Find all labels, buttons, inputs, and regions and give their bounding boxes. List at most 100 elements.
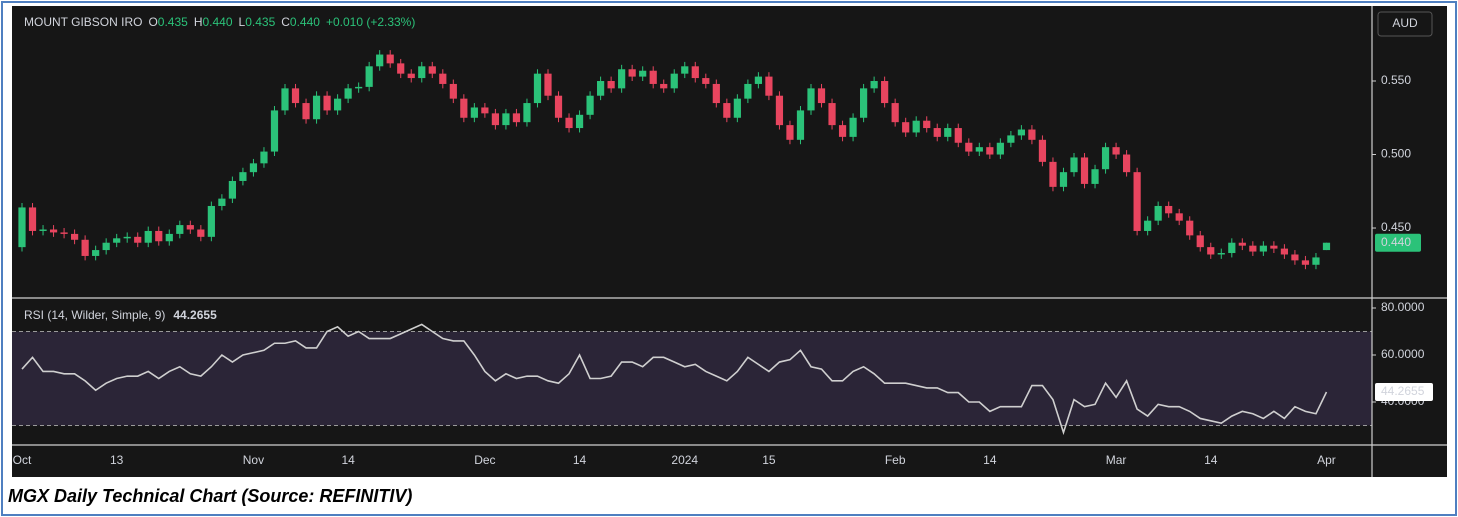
- x-tick-label: 13: [110, 453, 124, 467]
- candle-body: [312, 95, 321, 120]
- candle-body: [828, 103, 836, 126]
- candle-body: [60, 232, 68, 234]
- candle-body: [123, 236, 131, 239]
- candle-body: [102, 242, 110, 251]
- candle-body: [807, 88, 815, 111]
- candle-body: [207, 205, 215, 237]
- x-tick-label: Apr: [1317, 453, 1336, 467]
- candle-body: [249, 163, 258, 173]
- candle-body: [302, 103, 310, 120]
- candle-body: [723, 103, 731, 118]
- candle-body: [544, 73, 552, 96]
- candle-body: [881, 81, 889, 104]
- candle-body: [470, 107, 478, 118]
- candle-body: [502, 113, 510, 126]
- candle-body: [1154, 205, 1162, 221]
- candle-body: [334, 98, 342, 111]
- candle-body: [1165, 205, 1173, 214]
- x-tick-label: 14: [983, 453, 997, 467]
- candle-body: [965, 142, 973, 152]
- candle-body: [1144, 220, 1152, 231]
- field-key: C: [281, 15, 290, 29]
- candle-body: [554, 95, 563, 118]
- y-tick-label: 0.450: [1381, 220, 1411, 234]
- x-tick-label: 2024: [671, 453, 698, 467]
- y-tick-label: 60.0000: [1381, 347, 1425, 361]
- candle-body: [796, 110, 805, 140]
- candle-body: [923, 120, 931, 129]
- candle-body: [1207, 247, 1215, 255]
- candle-body: [28, 207, 37, 231]
- candle-body: [1301, 260, 1310, 265]
- candle-body: [512, 113, 521, 123]
- field-key: L: [239, 15, 246, 29]
- candle-body: [39, 229, 47, 231]
- candle-body: [838, 125, 847, 137]
- x-tick-label: Mar: [1106, 453, 1127, 467]
- candle-body: [155, 230, 163, 242]
- candle-body: [975, 147, 983, 152]
- y-tick-label: 0.550: [1381, 73, 1411, 87]
- candle-body: [365, 66, 373, 87]
- candle-body: [134, 236, 142, 243]
- x-tick-label: Feb: [885, 453, 906, 467]
- candle-body: [870, 81, 878, 89]
- chart: MOUNT GIBSON IRO O0.435 H0.440 L0.435 C0.440…: [12, 6, 1447, 477]
- candle-body: [1133, 172, 1141, 231]
- candle-body: [239, 172, 247, 181]
- candle-body: [1238, 242, 1246, 246]
- candle-body: [218, 198, 226, 206]
- candle-body: [681, 66, 689, 74]
- field-value: 0.435: [245, 15, 275, 29]
- candle-body: [386, 54, 394, 64]
- candle-body: [228, 180, 236, 199]
- candle-body: [891, 103, 899, 123]
- candle-body: [1070, 157, 1078, 173]
- candle-body: [775, 95, 784, 126]
- last-price-tag: [1375, 233, 1421, 252]
- candle-body: [1059, 172, 1068, 187]
- candle-body: [523, 103, 531, 123]
- candle-body: [702, 78, 710, 84]
- candle-body: [649, 70, 657, 84]
- candle-body: [607, 81, 615, 89]
- x-tick-label: Oct: [13, 453, 32, 467]
- candle-body: [281, 88, 289, 111]
- candle-body: [1249, 245, 1257, 252]
- candle-body: [944, 128, 952, 137]
- candle-body: [376, 54, 384, 67]
- candle-body: [113, 238, 121, 243]
- field-key: H: [194, 15, 203, 29]
- candle-body: [291, 88, 300, 104]
- candle-body: [1186, 220, 1194, 236]
- candle-body: [1080, 157, 1089, 184]
- candle-body: [186, 225, 194, 230]
- candle-body: [92, 250, 100, 256]
- candle-body: [597, 81, 605, 96]
- x-tick-label: 14: [1204, 453, 1218, 467]
- caption: MGX Daily Technical Chart (Source: REFIN…: [8, 486, 413, 506]
- candle-body: [1312, 257, 1320, 265]
- candle-body: [565, 117, 573, 129]
- candle-body: [754, 76, 762, 84]
- candle-body: [744, 83, 752, 99]
- y-tick-label: 80.0000: [1381, 300, 1425, 314]
- candle-body: [71, 233, 79, 240]
- candle-body: [323, 95, 331, 111]
- candle-body: [460, 98, 468, 118]
- candle-body: [533, 73, 542, 104]
- candle-body: [996, 142, 1004, 155]
- currency-box[interactable]: [1377, 11, 1433, 37]
- y-tick-label: 0.500: [1381, 147, 1411, 161]
- candle-body: [1270, 245, 1278, 249]
- candle-body: [586, 95, 594, 115]
- rsi-band: [12, 331, 1372, 426]
- field-value: 0.440: [203, 15, 233, 29]
- candle-body: [439, 73, 447, 84]
- candle-body: [786, 125, 794, 140]
- rsi-line: [21, 323, 1328, 436]
- candle-body: [1217, 253, 1225, 255]
- candle-body: [144, 230, 152, 243]
- candle-body: [397, 63, 405, 74]
- candle-body: [639, 70, 647, 77]
